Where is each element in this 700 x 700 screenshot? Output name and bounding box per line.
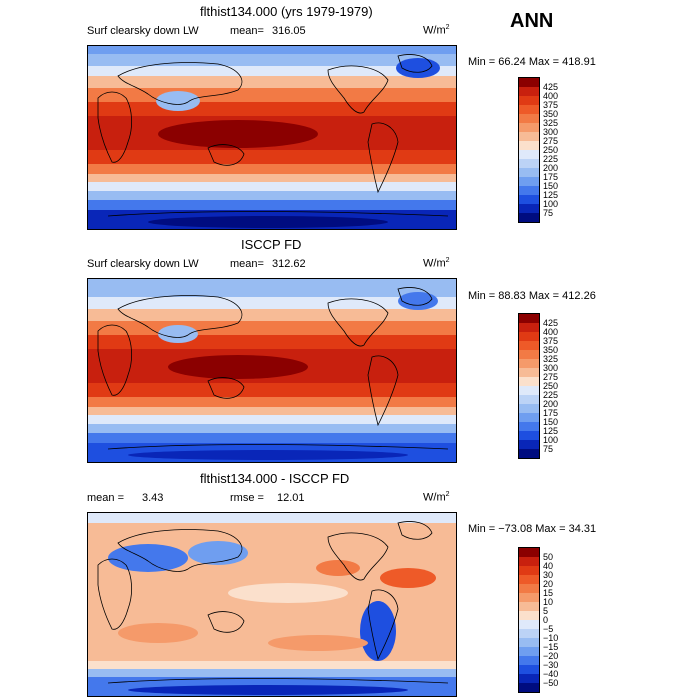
panel3-rmse-value: 12.01 [277,492,305,504]
panel1-cbar-tick: 425 [543,82,559,92]
panel1-map [87,45,457,230]
panel1-cbar-tick: 125 [543,190,559,200]
panel1-cbar-tick: 225 [543,154,559,164]
panel2-cbar-tick: 225 [543,390,559,400]
panel3-colorbar: 50 40 30 20 15 10 5 0 −5 −10 −15 −20 −30… [518,547,558,693]
panel1-cbar-tick: 100 [543,199,559,209]
panel2-cbar-tick: 150 [543,417,559,427]
panel1-mean-label: mean= [230,25,264,37]
panel2-cbar-tick: 250 [543,381,559,391]
panel3-cbar-tick: −50 [543,678,559,688]
panel3-minmax: Min = −73.08 Max = 34.31 [468,523,597,535]
panel1-variable: Surf clearsky down LW [87,25,199,37]
panel1-cbar-tick: 300 [543,127,559,137]
panel1-cbar-tick: 325 [543,118,559,128]
panel2-mean-label: mean= [230,258,264,270]
panel1-cbar-tick: 275 [543,136,559,146]
panel2-cbar-tick: 125 [543,426,559,436]
panel2-cbar-tick: 300 [543,363,559,373]
panel1-title: flthist134.000 (yrs 1979-1979) [200,4,373,19]
panel3-cbar-tick: 0 [543,615,549,625]
panel2-units: W/m2 [423,257,450,270]
panel2-variable: Surf clearsky down LW [87,258,199,270]
panel3-units: W/m2 [423,491,450,504]
panel1-cbar-tick: 175 [543,172,559,182]
season-label: ANN [510,10,554,32]
panel2-colorbar: 425 400 375 350 325 300 275 250 225 200 … [518,313,558,459]
panel1-cbar-tick: 375 [543,100,559,110]
panel3-cbar-tick: −10 [543,633,559,643]
panel3-title: flthist134.000 - ISCCP FD [200,471,350,486]
panel2-cbar-tick: 400 [543,327,559,337]
panel2-cbar-tick: 375 [543,336,559,346]
panel3-cbar-tick: −15 [543,642,559,652]
panel2-cbar-tick: 75 [543,444,554,454]
panel3-cbar-tick: 5 [543,606,549,616]
panel3-rmse-label: rmse = [230,492,264,504]
panel3-cbar-tick: −30 [543,660,559,670]
panel3-cbar-tick: 50 [543,552,554,562]
panel1-mean-value: 316.05 [272,25,306,37]
panel2-cbar-tick: 200 [543,399,559,409]
panel2-cbar-tick: 325 [543,354,559,364]
panel3-cbar-tick: 20 [543,579,554,589]
panel3-mean-value: 3.43 [142,492,164,504]
panel2-map [87,278,457,463]
panel3-map [87,512,457,697]
panel2-minmax: Min = 88.83 Max = 412.26 [468,290,596,302]
panel1-cbar-tick: 150 [543,181,559,191]
panel3-cbar-tick: −40 [543,669,559,679]
panel2-cbar-tick: 275 [543,372,559,382]
panel1-colorbar: 425 400 375 350 325 300 275 250 225 200 … [518,77,558,223]
panel3-cbar-tick: 10 [543,597,554,607]
panel3-cbar-tick: −20 [543,651,559,661]
panel3-cbar-tick: −5 [543,624,554,634]
panel2-cbar-tick: 100 [543,435,559,445]
panel2-mean-value: 312.62 [272,258,306,270]
panel1-cbar-tick: 250 [543,145,559,155]
panel2-cbar-tick: 350 [543,345,559,355]
panel3-mean-label: mean = [87,492,124,504]
panel1-minmax: Min = 66.24 Max = 418.91 [468,56,596,68]
panel3-cbar-tick: 15 [543,588,554,598]
panel1-cbar-tick: 400 [543,91,559,101]
panel1-cbar-tick: 75 [543,208,554,218]
panel1-cbar-tick: 350 [543,109,559,119]
panel1-units: W/m2 [423,24,450,37]
panel3-cbar-tick: 30 [543,570,554,580]
panel2-title: ISCCP FD [241,237,302,252]
panel2-cbar-tick: 175 [543,408,559,418]
panel1-cbar-tick: 200 [543,163,559,173]
panel3-cbar-tick: 40 [543,561,554,571]
panel2-cbar-tick: 425 [543,318,559,328]
